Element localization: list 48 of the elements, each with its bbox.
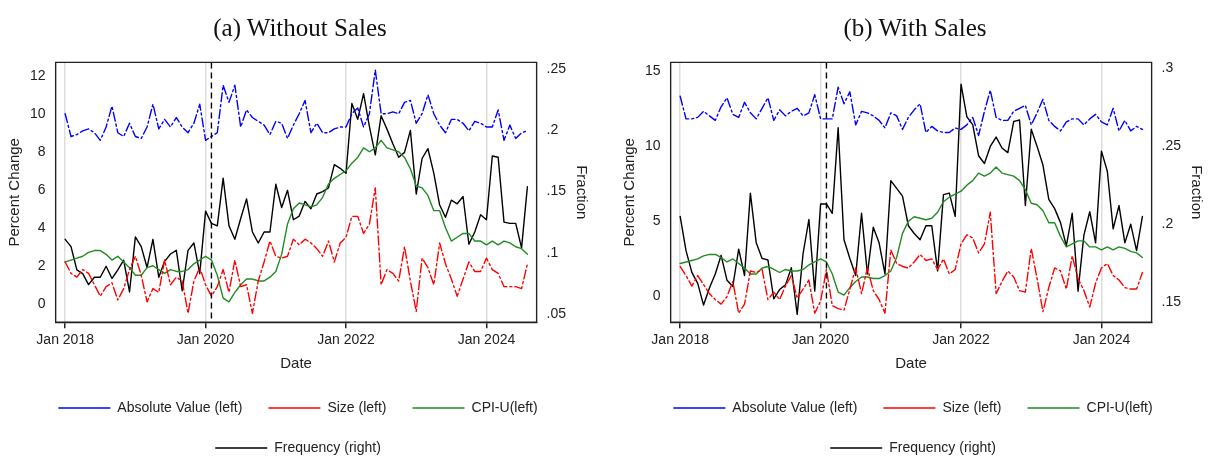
legend-label: Size (left) bbox=[327, 398, 387, 415]
x-tick-label: Jan 2022 bbox=[317, 331, 376, 348]
x-tick-label: Jan 2024 bbox=[457, 331, 516, 348]
legend-label: Frequency (right) bbox=[274, 438, 381, 455]
x-tick-label: Jan 2020 bbox=[176, 331, 235, 348]
y2-tick-label: .25 bbox=[546, 59, 567, 76]
y-tick-label: 2 bbox=[37, 256, 46, 273]
y2-tick-label: .15 bbox=[546, 182, 567, 199]
x-tick-label: Jan 2022 bbox=[932, 331, 991, 348]
y2-tick-label: .2 bbox=[546, 121, 559, 138]
y-tick-label: 0 bbox=[652, 287, 661, 304]
legend-label: Absolute Value (left) bbox=[117, 398, 243, 415]
chart-title: (b) With Sales bbox=[842, 13, 988, 44]
y-tick-label: 15 bbox=[644, 61, 661, 78]
y2-tick-label: .1 bbox=[546, 243, 559, 260]
y-tick-label: 6 bbox=[37, 180, 46, 197]
y-tick-label: 10 bbox=[29, 104, 46, 121]
line-series bbox=[679, 86, 1144, 137]
y-tick-label: 4 bbox=[37, 218, 46, 235]
y-axis-title: Percent Change bbox=[620, 138, 638, 247]
legend-label: CPI-U(left) bbox=[1086, 398, 1153, 415]
x-tick-label: Jan 2024 bbox=[1072, 331, 1131, 348]
y2-tick-label: .2 bbox=[1161, 215, 1174, 232]
y2-axis-title: Fraction bbox=[573, 165, 591, 220]
x-tick-label: Jan 2018 bbox=[36, 331, 95, 348]
y-tick-label: 5 bbox=[652, 212, 661, 229]
x-axis-title: Date bbox=[280, 354, 312, 372]
y-tick-label: 0 bbox=[37, 294, 46, 311]
y2-tick-label: .15 bbox=[1161, 292, 1182, 309]
y-tick-label: 8 bbox=[37, 142, 46, 159]
y2-tick-label: .05 bbox=[546, 304, 567, 321]
chart-title: (a) Without Sales bbox=[212, 13, 388, 44]
y2-tick-label: .3 bbox=[1161, 59, 1174, 76]
legend-label: Frequency (right) bbox=[889, 438, 996, 455]
y2-tick-label: .25 bbox=[1161, 137, 1182, 154]
y-tick-label: 12 bbox=[29, 66, 46, 83]
x-axis-title: Date bbox=[895, 354, 927, 372]
legend-label: CPI-U(left) bbox=[471, 398, 538, 415]
line-series bbox=[679, 211, 1144, 314]
legend-label: Absolute Value (left) bbox=[732, 398, 858, 415]
y-axis-title: Percent Change bbox=[5, 138, 23, 247]
y2-axis-title: Fraction bbox=[1188, 165, 1206, 220]
y-tick-label: 10 bbox=[644, 136, 661, 153]
x-tick-label: Jan 2020 bbox=[791, 331, 850, 348]
line-series bbox=[64, 187, 529, 314]
line-series bbox=[64, 69, 529, 142]
legend-label: Size (left) bbox=[942, 398, 1002, 415]
x-tick-label: Jan 2018 bbox=[651, 331, 710, 348]
